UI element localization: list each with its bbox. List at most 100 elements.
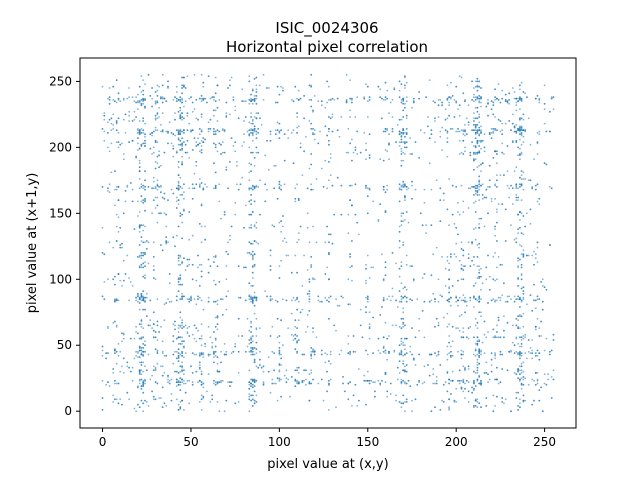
scatter-point bbox=[264, 290, 267, 292]
scatter-point bbox=[462, 211, 465, 213]
scatter-point bbox=[508, 99, 511, 101]
scatter-point bbox=[490, 352, 493, 354]
scatter-point bbox=[183, 141, 185, 144]
scatter-point bbox=[101, 85, 104, 88]
scatter-point bbox=[310, 122, 313, 125]
scatter-point bbox=[455, 401, 458, 403]
scatter-point bbox=[253, 125, 256, 128]
scatter-point bbox=[152, 265, 155, 267]
scatter-point bbox=[511, 341, 514, 344]
scatter-point bbox=[531, 378, 534, 381]
scatter-point bbox=[227, 381, 230, 384]
scatter-point bbox=[499, 296, 502, 299]
scatter-point bbox=[476, 321, 479, 324]
scatter-point bbox=[312, 278, 314, 281]
scatter-point bbox=[154, 331, 157, 333]
scatter-point bbox=[248, 282, 251, 285]
scatter-point bbox=[144, 99, 146, 101]
scatter-point bbox=[372, 381, 374, 384]
scatter-point bbox=[439, 187, 442, 190]
scatter-point bbox=[253, 358, 256, 361]
scatter-point bbox=[455, 296, 458, 299]
scatter-point bbox=[308, 120, 311, 122]
scatter-point bbox=[474, 200, 477, 203]
scatter-point bbox=[105, 383, 107, 386]
scatter-point bbox=[446, 312, 449, 315]
scatter-point bbox=[345, 151, 348, 154]
scatter-point bbox=[122, 337, 125, 340]
scatter-point bbox=[473, 194, 475, 196]
scatter-point bbox=[140, 320, 143, 323]
scatter-point bbox=[458, 329, 461, 332]
scatter-point bbox=[324, 273, 327, 275]
scatter-point bbox=[356, 405, 359, 407]
scatter-point bbox=[213, 379, 215, 382]
scatter-point bbox=[520, 274, 523, 277]
scatter-point bbox=[458, 315, 461, 318]
scatter-point bbox=[400, 300, 403, 303]
scatter-point bbox=[400, 141, 403, 144]
scatter-point bbox=[527, 350, 530, 353]
scatter-point bbox=[473, 336, 475, 339]
scatter-point bbox=[506, 184, 509, 187]
scatter-point bbox=[154, 126, 157, 129]
scatter-point bbox=[131, 379, 134, 382]
scatter-point bbox=[214, 350, 217, 353]
scatter-point bbox=[294, 385, 297, 387]
scatter-point bbox=[478, 164, 481, 167]
scatter-point bbox=[351, 265, 353, 267]
scatter-point bbox=[138, 132, 141, 134]
scatter-point bbox=[517, 232, 519, 235]
scatter-point bbox=[197, 266, 199, 269]
scatter-point bbox=[190, 130, 192, 133]
scatter-point bbox=[536, 317, 539, 320]
scatter-point bbox=[119, 244, 122, 246]
scatter-point bbox=[108, 96, 111, 99]
scatter-point bbox=[183, 208, 185, 211]
scatter-point bbox=[310, 183, 313, 186]
scatter-point bbox=[140, 352, 143, 354]
scatter-point bbox=[128, 141, 131, 144]
scatter-point bbox=[358, 233, 360, 236]
scatter-point bbox=[161, 96, 164, 99]
scatter-point bbox=[160, 212, 162, 215]
scatter-point bbox=[487, 186, 489, 188]
scatter-point bbox=[363, 132, 366, 134]
scatter-point bbox=[326, 101, 328, 104]
scatter-point bbox=[269, 254, 272, 257]
scatter-point bbox=[179, 256, 182, 258]
scatter-point bbox=[144, 200, 146, 203]
scatter-point bbox=[200, 270, 203, 273]
scatter-point bbox=[213, 114, 215, 117]
scatter-point bbox=[533, 263, 535, 266]
scatter-point bbox=[308, 298, 311, 300]
scatter-point bbox=[496, 97, 498, 100]
scatter-point bbox=[140, 387, 143, 390]
scatter-point bbox=[193, 324, 196, 327]
scatter-point bbox=[326, 353, 328, 356]
scatter-point bbox=[207, 75, 210, 77]
scatter-point bbox=[144, 170, 146, 173]
scatter-point bbox=[515, 237, 518, 240]
scatter-point bbox=[520, 178, 523, 180]
scatter-point bbox=[214, 256, 217, 258]
scatter-point bbox=[214, 184, 217, 187]
scatter-point bbox=[251, 347, 254, 349]
scatter-point bbox=[476, 184, 479, 187]
scatter-point bbox=[481, 282, 484, 285]
scatter-point bbox=[329, 99, 332, 101]
scatter-point bbox=[138, 100, 141, 103]
scatter-point bbox=[154, 114, 157, 117]
scatter-point bbox=[543, 349, 546, 352]
scatter-point bbox=[248, 226, 251, 229]
scatter-point bbox=[315, 241, 318, 244]
scatter-point bbox=[520, 369, 523, 372]
scatter-point bbox=[142, 382, 145, 385]
scatter-point bbox=[138, 254, 141, 257]
scatter-point bbox=[152, 256, 155, 258]
scatter-point bbox=[379, 352, 382, 354]
scatter-point bbox=[494, 234, 496, 237]
scatter-point bbox=[198, 142, 201, 145]
scatter-point bbox=[257, 186, 260, 188]
scatter-point bbox=[494, 116, 496, 118]
